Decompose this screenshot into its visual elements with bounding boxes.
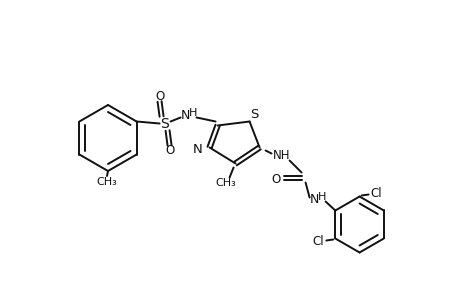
Text: Cl: Cl: [370, 187, 381, 200]
Text: Cl: Cl: [312, 235, 324, 248]
Text: NH: NH: [272, 149, 290, 162]
Text: S: S: [250, 108, 258, 121]
Text: N: N: [192, 143, 202, 156]
Text: S: S: [160, 116, 168, 130]
Text: H: H: [317, 191, 325, 202]
Text: O: O: [165, 144, 174, 157]
Text: CH₃: CH₃: [96, 177, 117, 187]
Text: O: O: [270, 173, 280, 186]
Text: O: O: [155, 90, 164, 103]
Text: CH₃: CH₃: [215, 178, 235, 188]
Text: N: N: [309, 193, 319, 206]
Text: N: N: [180, 109, 190, 122]
Text: H: H: [188, 107, 196, 118]
